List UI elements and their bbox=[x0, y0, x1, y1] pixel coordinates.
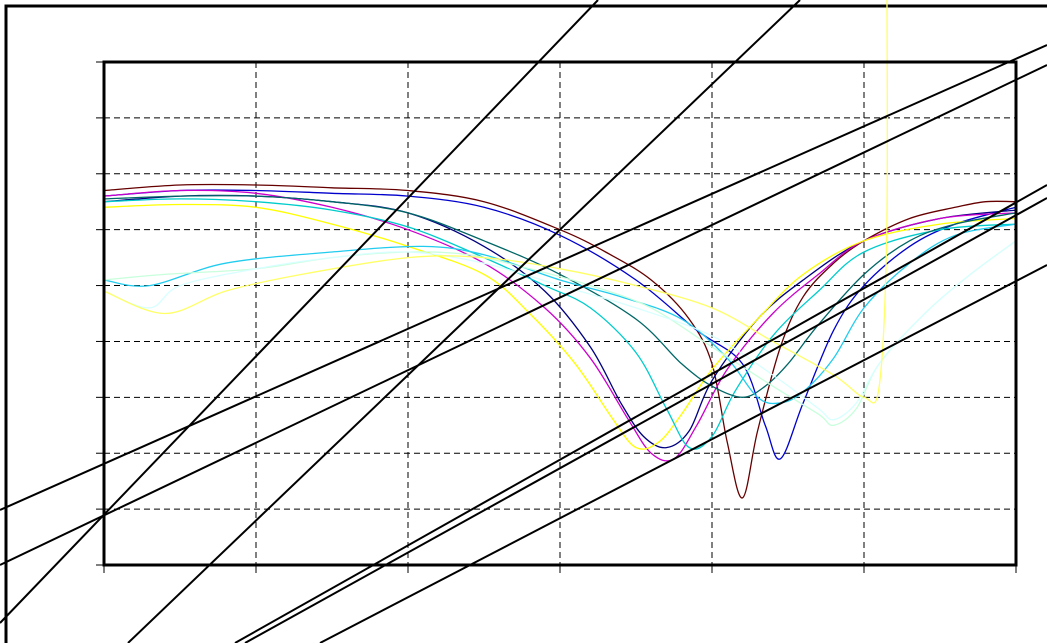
series-line-10 bbox=[103, 240, 1017, 421]
diagonal-line bbox=[319, 264, 1047, 643]
series-line-6 bbox=[103, 198, 1017, 450]
series-line-5 bbox=[103, 203, 1017, 450]
grid bbox=[104, 62, 1016, 565]
outer-frame bbox=[4, 4, 1047, 643]
diagonal-line bbox=[0, 64, 1047, 566]
diagonal-line bbox=[127, 0, 801, 643]
series-line-7 bbox=[103, 194, 1017, 398]
axis-ticks bbox=[96, 61, 1017, 573]
series-group bbox=[103, 0, 1017, 499]
series-line-4 bbox=[103, 189, 1017, 462]
plot-frame bbox=[102, 60, 1018, 567]
series-line-8 bbox=[103, 223, 1017, 405]
diagonal-line bbox=[0, 0, 599, 624]
series-line-1 bbox=[103, 183, 1017, 499]
diagonal-line bbox=[244, 197, 1047, 643]
diagonal-line bbox=[0, 44, 1047, 511]
diagonal-line bbox=[234, 184, 1047, 643]
series-line-11 bbox=[103, 0, 889, 404]
